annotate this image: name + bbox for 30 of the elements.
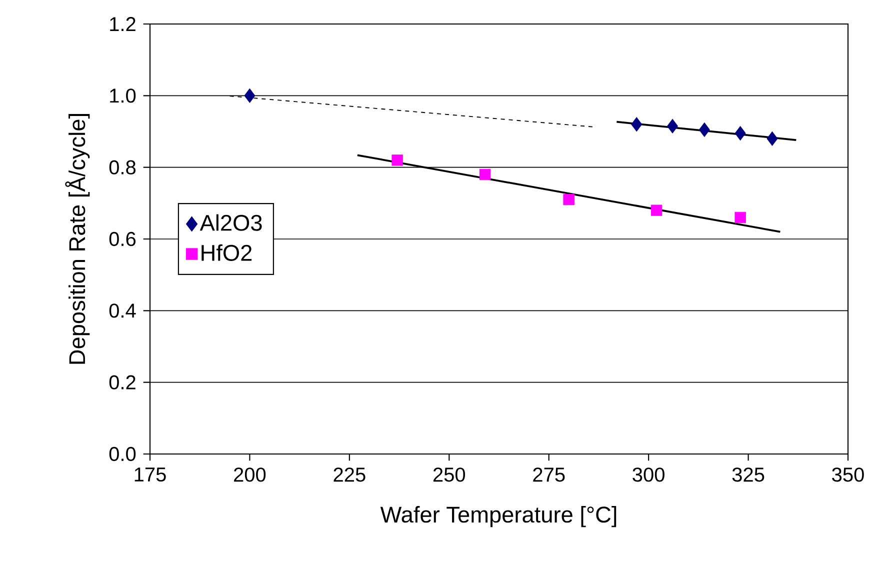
point [734, 212, 746, 224]
point [244, 88, 256, 103]
x-tick-label: 325 [732, 468, 764, 482]
point [734, 126, 746, 140]
x-tick-label: 200 [234, 468, 266, 482]
point [563, 194, 574, 206]
x-tick-label: 275 [533, 468, 565, 482]
x-axis-title: Wafer Temperature [°C] [380, 506, 616, 528]
x-tick-label: 225 [334, 468, 366, 482]
y-tick-label: 0.6 [109, 232, 136, 246]
x-tick-label: 175 [134, 468, 166, 482]
y-tick-label: 0.8 [109, 160, 136, 174]
legend-label: Al2O3 [200, 214, 262, 231]
point [766, 131, 778, 146]
y-tick-label: 0.0 [109, 446, 136, 462]
point [631, 117, 642, 132]
point [698, 122, 710, 137]
y-axis-title: Deposition Rate [Å/cycle] [65, 114, 90, 364]
legend-label: HfO2 [202, 244, 252, 261]
point [667, 118, 678, 134]
y-tick-label: 0.2 [109, 375, 136, 390]
x-tick-label: 300 [632, 468, 664, 482]
y-tick-label: 1.0 [110, 88, 136, 103]
point [479, 168, 491, 180]
point [650, 204, 662, 216]
x-tick-label: 350 [832, 468, 864, 482]
y-tick-label: 1.2 [110, 17, 136, 31]
x-tick-label: 250 [433, 468, 466, 482]
y-tick-label: 0.4 [109, 304, 136, 318]
point [392, 154, 403, 166]
